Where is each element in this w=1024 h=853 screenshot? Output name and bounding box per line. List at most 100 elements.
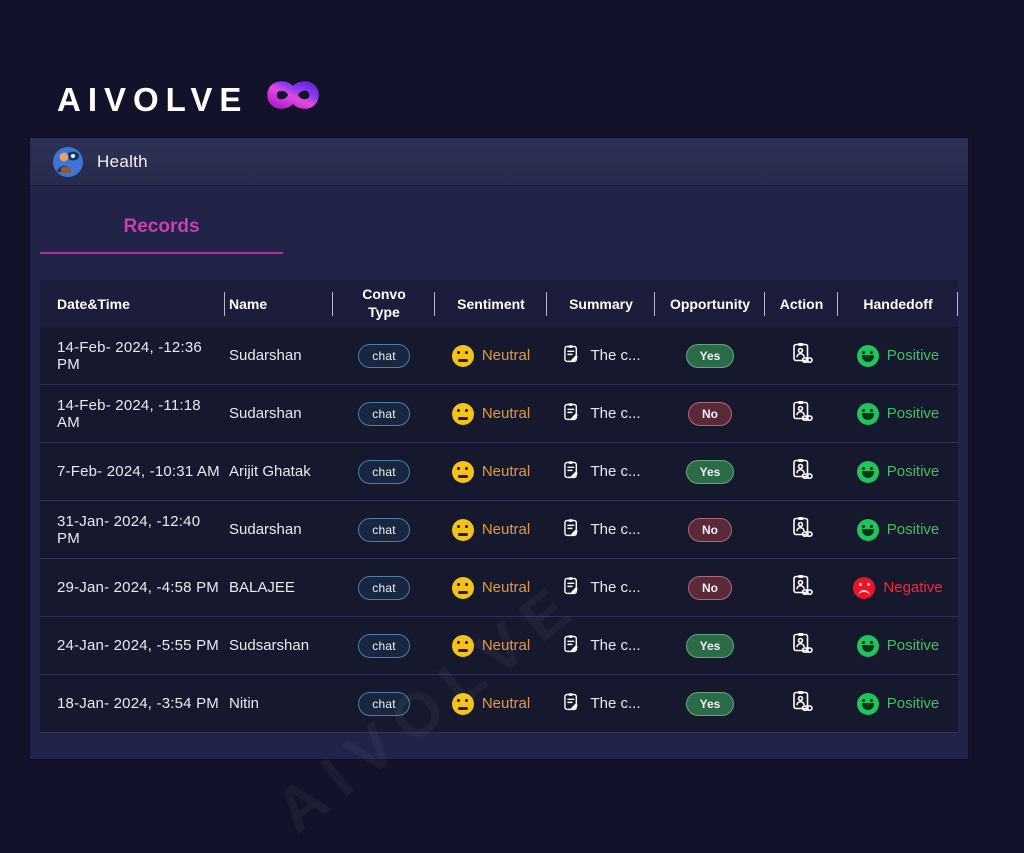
chat-badge: chat — [358, 343, 410, 368]
chat-badge: chat — [358, 401, 410, 426]
convo-type-cell: chat — [333, 633, 435, 658]
datetime-cell: 24-Jan- 2024, -5:55 PM — [57, 637, 219, 654]
datetime-cell: 7-Feb- 2024, -10:31 AM — [57, 463, 220, 480]
neutral-face-icon — [451, 344, 474, 367]
handedoff-label: Negative — [883, 579, 943, 596]
name-cell: Sudarshan — [229, 346, 302, 364]
name-cell: Sudarshan — [229, 520, 302, 538]
handedoff-cell: Positive — [838, 402, 958, 425]
table-row: 14-Feb- 2024, -11:18 AM Sudarshan chat N… — [40, 385, 958, 443]
handedoff-cell: Positive — [838, 634, 958, 657]
action-cell — [765, 340, 838, 371]
table-row: 24-Jan- 2024, -5:55 PM Sudsarshan chat N… — [40, 617, 958, 675]
sentiment-cell: Neutral — [435, 344, 547, 367]
panel-header: Health — [30, 138, 968, 186]
summary-cell[interactable]: The c... — [547, 401, 655, 426]
page-title: Health — [97, 151, 148, 171]
sentiment-cell: Neutral — [435, 692, 547, 715]
column-header-label: Date&Time — [57, 295, 130, 312]
opportunity-badge: Yes — [685, 633, 735, 658]
positive-face-icon — [856, 518, 879, 541]
summary-cell[interactable]: The c... — [547, 517, 655, 542]
opportunity-cell: No — [655, 575, 765, 600]
contact-link-action-button[interactable] — [788, 340, 815, 367]
neutral-face-icon — [451, 576, 474, 599]
opportunity-badge: No — [688, 401, 732, 426]
opportunity-cell: Yes — [655, 691, 765, 716]
sentiment-cell: Neutral — [435, 402, 547, 425]
name-cell: Arijit Ghatak — [229, 462, 311, 480]
action-cell — [765, 572, 838, 603]
sentiment-cell: Neutral — [435, 634, 547, 657]
handedoff-label: Positive — [886, 347, 940, 364]
action-cell — [765, 688, 838, 719]
positive-face-icon — [856, 692, 879, 715]
handedoff-cell: Negative — [838, 576, 958, 599]
opportunity-badge: No — [688, 517, 732, 542]
contact-link-action-button[interactable] — [788, 456, 815, 483]
column-header: Summary — [547, 290, 655, 318]
negative-face-icon — [853, 576, 876, 599]
opportunity-badge: Yes — [685, 459, 735, 484]
opportunity-cell: No — [655, 517, 765, 542]
summary-cell[interactable]: The c... — [547, 459, 655, 484]
summary-preview: The c... — [590, 579, 641, 596]
table-row: 7-Feb- 2024, -10:31 AM Arijit Ghatak cha… — [40, 443, 958, 501]
handedoff-label: Positive — [886, 637, 940, 654]
neutral-face-icon — [451, 692, 474, 715]
tab-records[interactable]: Records — [40, 206, 283, 254]
aivolve-logo-text: AIVOLVE — [57, 81, 249, 118]
neutral-face-icon — [451, 460, 474, 483]
sentiment-label: Neutral — [481, 405, 531, 422]
positive-face-icon — [856, 460, 879, 483]
sentiment-label: Neutral — [481, 695, 531, 712]
aivolve-logo: AIVOLVE — [57, 75, 334, 124]
summary-cell[interactable]: The c... — [547, 691, 655, 716]
convo-type-cell: chat — [333, 517, 435, 542]
summary-cell[interactable]: The c... — [547, 343, 655, 368]
summary-cell[interactable]: The c... — [547, 633, 655, 658]
contact-link-action-button[interactable] — [788, 688, 815, 715]
opportunity-cell: Yes — [655, 633, 765, 658]
column-header: Action — [765, 290, 838, 318]
health-panel: Health Records Date&Time Name Convo Type Se… — [30, 138, 968, 846]
contact-link-action-button[interactable] — [788, 572, 815, 599]
contact-link-action-button[interactable] — [788, 398, 815, 425]
name-cell: BALAJEE — [229, 578, 295, 596]
sentiment-label: Neutral — [481, 347, 531, 364]
datetime-cell: 18-Jan- 2024, -3:54 PM — [57, 695, 219, 712]
sentiment-label: Neutral — [481, 579, 531, 596]
note-edit-icon — [561, 401, 582, 426]
action-cell — [765, 630, 838, 661]
table-row: 29-Jan- 2024, -4:58 PM BALAJEE chat Neut… — [40, 559, 958, 617]
sentiment-cell: Neutral — [435, 460, 547, 483]
datetime-cell: 29-Jan- 2024, -4:58 PM — [57, 579, 219, 596]
handedoff-label: Positive — [886, 463, 940, 480]
convo-type-cell: chat — [333, 575, 435, 600]
column-header: Sentiment — [435, 290, 547, 318]
name-cell: Nitin — [229, 694, 260, 712]
note-edit-icon — [561, 343, 582, 368]
sentiment-label: Neutral — [481, 463, 531, 480]
column-header-label: Sentiment — [457, 295, 525, 312]
infinity-icon — [252, 71, 334, 124]
summary-cell[interactable]: The c... — [547, 575, 655, 600]
contact-link-action-button[interactable] — [788, 514, 815, 541]
column-header-label: Action — [779, 295, 824, 312]
action-cell — [765, 398, 838, 429]
note-edit-icon — [561, 691, 582, 716]
column-header-label: Convo Type — [362, 286, 406, 320]
convo-type-cell: chat — [333, 343, 435, 368]
contact-link-action-button[interactable] — [788, 630, 815, 657]
table-body: 14-Feb- 2024, -12:36 PM Sudarshan chat N… — [40, 327, 958, 733]
note-edit-icon — [561, 517, 582, 542]
datetime-cell: 14-Feb- 2024, -12:36 PM — [57, 338, 202, 373]
column-header: Name — [225, 290, 333, 318]
note-edit-icon — [561, 575, 582, 600]
column-header-label: Name — [229, 295, 268, 312]
records-table: Date&Time Name Convo Type Sentiment Summary O… — [40, 280, 958, 733]
opportunity-cell: Yes — [655, 459, 765, 484]
positive-face-icon — [856, 634, 879, 657]
column-header-label: Summary — [569, 295, 633, 312]
action-cell — [765, 514, 838, 545]
